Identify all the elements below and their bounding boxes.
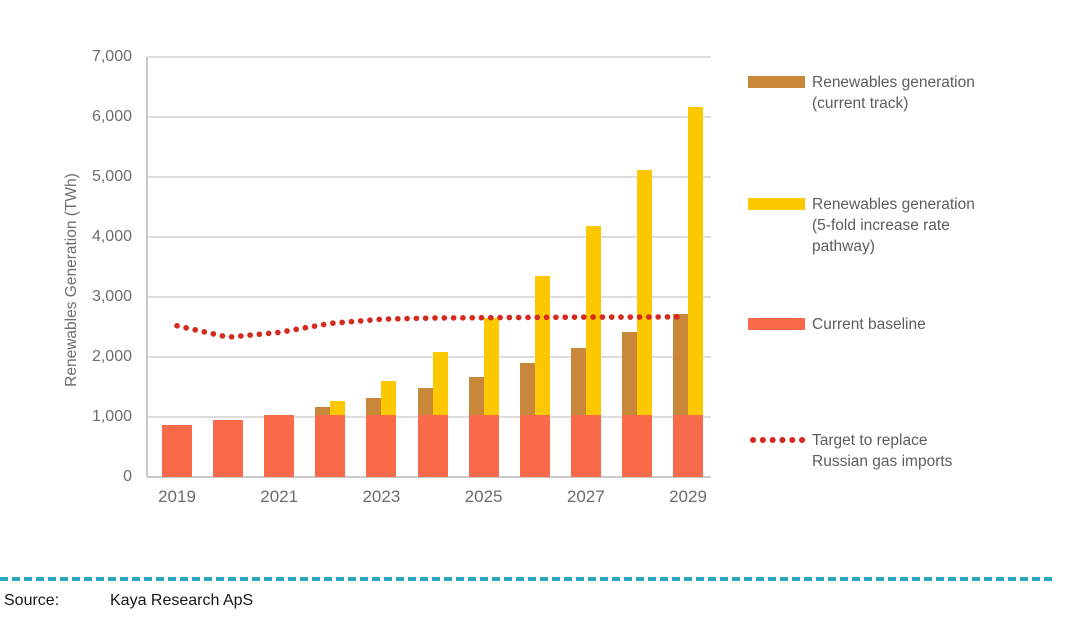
legend-label-5fold-pathway: Renewables generation (5-fold increase r… [812,196,975,255]
y-tick-label: 1,000 [91,408,132,425]
legend-swatch-current-baseline [748,318,805,330]
gridline-2000 [147,356,711,358]
bar-5fold-pathway-2027 [585,226,601,477]
legend-label-current-track: Renewables generation (current track) [812,74,975,112]
y-axis-line [146,57,148,477]
bar-current-baseline-2023 [366,414,397,477]
bar-current-baseline-2024 [417,414,448,477]
y-tick-label: 6,000 [91,108,132,125]
x-tick-label: 2029 [669,487,707,506]
legend-item-target: Target to replace Russian gas imports [748,430,952,472]
bar-current-baseline-2028 [621,414,652,477]
bar-current-baseline-2027 [570,414,601,477]
gridline-6000 [147,116,711,118]
gridline-4000 [147,236,711,238]
x-tick-label: 2019 [158,487,196,506]
bar-current-baseline-2026 [519,414,550,477]
x-tick-label: 2021 [260,487,299,506]
source-value: Kaya Research ApS [110,592,254,609]
bar-5fold-pathway-2029 [688,106,703,477]
source-label: Source: [4,592,60,609]
y-tick-label: 5,000 [91,168,132,185]
legend-swatch-5fold-pathway [748,198,805,210]
footer-divider [0,577,1053,581]
x-tick-label: 2023 [362,487,401,506]
bar-current-baseline-2025 [468,414,499,477]
bar-current-baseline-2021 [264,414,295,477]
bar-current-baseline-2022 [315,414,346,477]
legend-item-5fold-pathway: Renewables generation (5-fold increase r… [748,194,975,257]
legend-label-target: Target to replace Russian gas imports [812,432,953,470]
gridline-3000 [147,296,711,298]
dotted-line-swatch-icon [750,437,806,443]
gridline-0 [147,476,711,478]
legend-swatch-current-track [748,76,805,88]
bar-current-baseline-2020 [213,420,244,477]
legend-label-current-baseline: Current baseline [812,316,926,333]
bar-current-baseline-2019 [162,424,192,477]
y-tick-label: 2,000 [91,348,132,365]
y-tick-label: 4,000 [91,228,132,245]
gridline-7000 [147,56,711,58]
legend-item-current-baseline: Current baseline [748,314,926,335]
x-tick-label: 2025 [464,487,503,506]
x-tick-label: 2027 [566,487,605,506]
bar-current-baseline-2029 [673,414,703,477]
y-tick-label: 0 [123,468,132,485]
y-tick-label: 7,000 [91,48,132,65]
y-tick-label: 3,000 [91,288,132,305]
legend-item-current-track: Renewables generation (current track) [748,72,975,114]
gridline-5000 [147,176,711,178]
